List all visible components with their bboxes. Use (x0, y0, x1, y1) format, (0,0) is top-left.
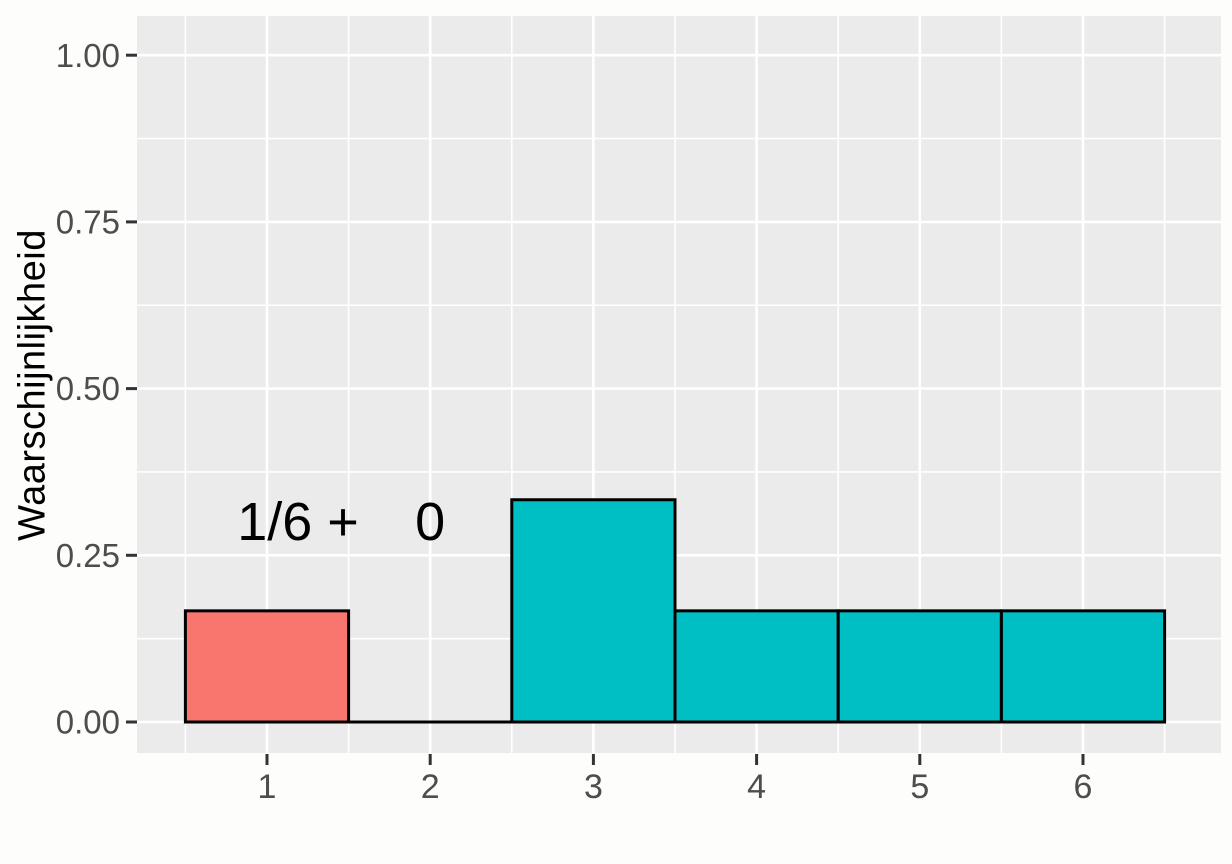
bar (183, 609, 351, 724)
x-tick-label: 6 (1074, 768, 1093, 806)
y-tick-label: 0.75 (56, 203, 120, 240)
y-axis-title: Waarschijnlijkheid (11, 228, 54, 541)
bar (999, 609, 1167, 724)
annotation: 0 (415, 491, 446, 552)
bar (510, 498, 677, 724)
x-tick-label: 3 (584, 768, 603, 806)
y-tick-label: 0.50 (56, 370, 120, 407)
bar (836, 609, 1003, 724)
annotation: 1/6 + (237, 491, 359, 552)
x-tick-label: 2 (421, 768, 440, 806)
y-tick-label: 1.00 (56, 37, 120, 74)
x-tick-label: 1 (258, 768, 277, 806)
x-tick-label: 4 (747, 768, 766, 806)
y-tick-label: 0.25 (56, 537, 120, 574)
bar (673, 609, 840, 724)
x-tick-label: 5 (910, 768, 929, 806)
y-tick-label: 0.00 (56, 704, 120, 741)
